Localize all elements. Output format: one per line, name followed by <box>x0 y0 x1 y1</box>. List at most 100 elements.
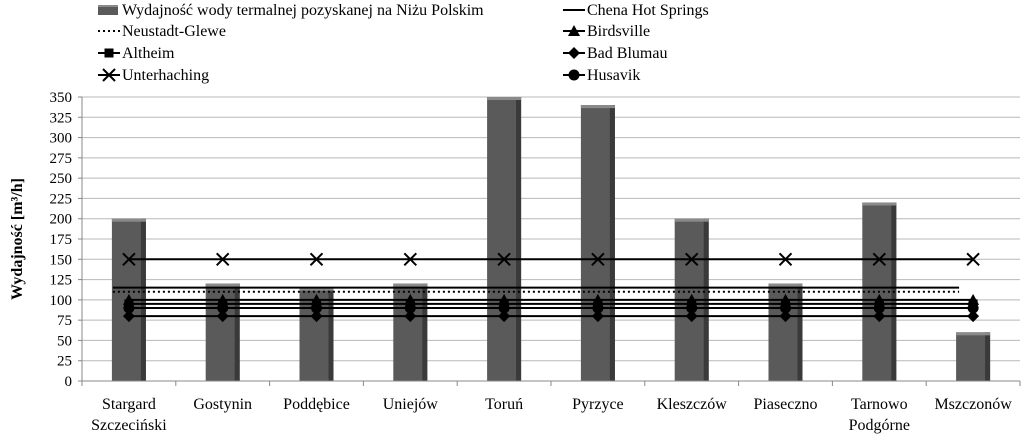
marker-circle <box>568 69 580 81</box>
x-tick-label: Gostynin <box>193 396 252 413</box>
bar-top <box>393 283 428 287</box>
bar-top <box>862 202 897 206</box>
bar <box>487 97 522 381</box>
marker-x <box>872 252 887 266</box>
legend-item-chena-hot-springs: Chena Hot Springs <box>563 2 709 19</box>
marker-x <box>966 252 980 266</box>
y-tick-label: 225 <box>50 191 73 207</box>
bar-top <box>674 218 709 222</box>
y-tick-label: 250 <box>50 171 73 187</box>
legend: Wydajność wody termalnej pozyskanej na N… <box>98 2 709 84</box>
marker-x <box>591 252 605 266</box>
bar-shade <box>328 287 334 381</box>
marker-circle <box>404 302 416 314</box>
y-tick-label: 75 <box>57 313 72 329</box>
marker-circle <box>873 302 885 314</box>
bar-shade <box>516 97 522 381</box>
y-tick-label: 350 <box>50 90 73 106</box>
marker-diamond <box>967 310 980 323</box>
marker-x <box>778 252 793 266</box>
x-tick-label: Uniejów <box>383 396 439 413</box>
y-tick-label: 150 <box>50 252 73 268</box>
bar-top <box>299 287 334 291</box>
marker-diamond <box>873 310 886 323</box>
bar-shade <box>985 332 991 381</box>
bar-shade <box>422 283 428 381</box>
y-tick-label: 100 <box>50 293 73 309</box>
y-tick-label: 50 <box>57 333 72 349</box>
x-tick-label: Stargard <box>102 396 156 413</box>
marker-diamond <box>779 310 792 323</box>
y-tick-label: 25 <box>57 354 72 370</box>
marker-circle <box>686 302 698 314</box>
marker-x <box>102 68 116 82</box>
x-tick-label: Poddębice <box>283 396 350 413</box>
y-tick-label: 0 <box>65 374 73 390</box>
y-tick-label: 275 <box>50 151 73 167</box>
marker-x <box>497 252 511 266</box>
marker-circle <box>311 302 322 314</box>
y-tick-label: 300 <box>50 131 73 147</box>
legend-item-neustadt-glewe: Neustadt-Glewe <box>98 23 226 40</box>
marker-diamond <box>498 310 511 323</box>
marker-x <box>403 252 418 266</box>
bar-top <box>205 283 240 287</box>
legend-item-altheim: Altheim <box>98 45 175 62</box>
marker-x <box>215 252 230 266</box>
marker-circle <box>217 302 229 314</box>
bar-top <box>956 332 991 336</box>
bar-top <box>580 105 615 109</box>
legend-label: Chena Hot Springs <box>587 2 709 19</box>
x-tick-label: Szczeciński <box>91 417 167 434</box>
legend-label: Wydajność wody termalnej pozyskanej na N… <box>122 2 484 19</box>
marker-diamond <box>568 47 580 59</box>
marker-diamond <box>685 310 698 323</box>
x-tick-label: Tarnowo <box>851 396 908 413</box>
legend-label: Unterhaching <box>122 67 209 84</box>
marker-diamond <box>591 310 604 323</box>
legend-item-birdsville: Birdsville <box>563 23 650 40</box>
legend-label: Husavik <box>587 67 640 84</box>
marker-triangle <box>568 25 580 36</box>
y-axis-label: Wydajność [m³/h] <box>9 178 26 300</box>
legend-item-bad-blumau: Bad Blumau <box>563 45 667 62</box>
bar <box>580 105 615 381</box>
y-tick-label: 125 <box>50 273 73 289</box>
legend-label: Birdsville <box>587 23 650 40</box>
legend-label: Altheim <box>122 45 175 62</box>
marker-circle <box>780 302 791 314</box>
legend-item-unterhaching: Unterhaching <box>98 67 209 84</box>
x-tick-label: Toruń <box>485 396 523 413</box>
bar <box>956 332 991 381</box>
legend-swatch <box>98 5 118 15</box>
legend-label: Bad Blumau <box>587 45 667 62</box>
marker-x <box>309 252 324 266</box>
x-tick-label: Piaseczno <box>754 396 818 413</box>
line-series <box>112 252 980 323</box>
marker-square <box>104 48 114 58</box>
marker-diamond <box>216 310 229 323</box>
marker-diamond <box>310 310 323 323</box>
bar-top <box>768 283 803 287</box>
marker-x <box>684 252 699 266</box>
legend-swatch-top <box>98 5 118 7</box>
bar-top <box>487 97 522 100</box>
x-tick-label: Pyrzyce <box>572 396 624 413</box>
bar-shade <box>234 283 240 381</box>
legend-label: Neustadt-Glewe <box>122 23 226 40</box>
marker-circle <box>498 302 510 314</box>
bar-shade <box>609 105 615 381</box>
marker-circle <box>592 302 604 314</box>
y-tick-label: 325 <box>50 110 73 126</box>
x-tick-label: Kleszczów <box>657 396 728 413</box>
y-tick-label: 200 <box>50 212 73 228</box>
bar-shade <box>797 283 803 381</box>
x-tick-label: Podgórne <box>849 417 910 434</box>
legend-item-husavik: Husavik <box>563 67 640 84</box>
y-tick-label: 175 <box>50 232 73 248</box>
marker-circle <box>123 302 135 314</box>
axes: 0 25 50 75 100 125 150 175 200 225 250 275 300 325 350… <box>50 90 1021 434</box>
x-tick-label: Mszczonów <box>934 396 1012 413</box>
marker-circle <box>967 302 979 314</box>
